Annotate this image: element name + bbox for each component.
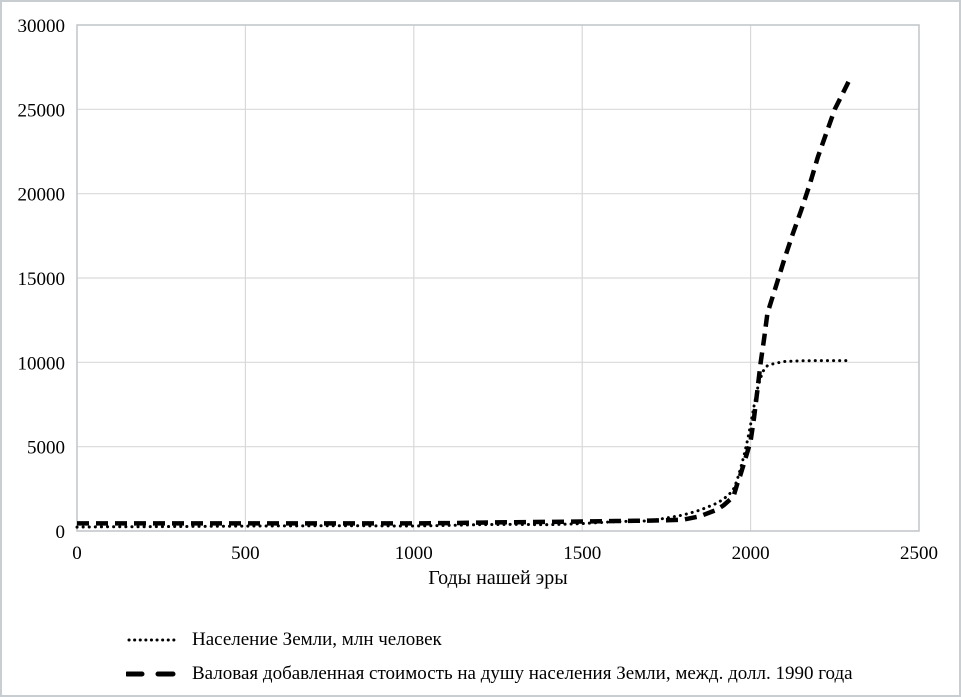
series-line-1 [77, 74, 854, 526]
y-tick-label: 5000 [27, 438, 65, 459]
legend-item-gdp-per-capita: Валовая добавленная стоимость на душу на… [126, 657, 853, 691]
y-tick-label: 10000 [18, 353, 66, 374]
legend-label-gdp-per-capita: Валовая добавленная стоимость на душу на… [192, 663, 853, 684]
plot-border [76, 24, 920, 532]
y-tick-label: 15000 [18, 269, 66, 290]
series-line-0 [75, 359, 854, 529]
x-tick-label: 0 [72, 543, 82, 564]
x-tick-label: 2000 [732, 543, 770, 564]
legend-marker-dashed-line [126, 671, 182, 677]
y-tick-label: 20000 [18, 185, 66, 206]
y-tick-label: 0 [56, 522, 66, 543]
x-tick-label: 1500 [563, 543, 601, 564]
x-tick-label: 500 [231, 543, 260, 564]
legend-marker-dotted-line [127, 638, 181, 642]
legend-item-population: Население Земли, млн человек [126, 623, 853, 657]
x-tick-label: 2500 [900, 543, 938, 564]
legend-label-population: Население Земли, млн человек [192, 629, 442, 650]
y-tick-label: 25000 [18, 100, 66, 121]
y-tick-label: 30000 [18, 16, 66, 37]
x-axis-title: Годы нашей эры [428, 567, 568, 589]
x-tick-label: 1000 [395, 543, 433, 564]
legend: Население Земли, млн человек Валовая доб… [126, 623, 853, 691]
